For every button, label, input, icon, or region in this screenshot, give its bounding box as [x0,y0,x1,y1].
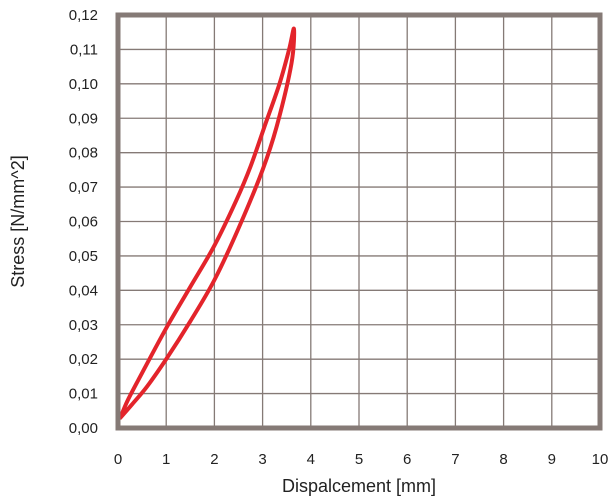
y-tick-label: 0,09 [69,110,98,127]
x-axis-ticks: 0 1 2 3 4 5 6 7 8 9 10 [114,451,609,468]
x-tick-label: 10 [592,451,609,468]
y-tick-label: 0,01 [69,386,98,403]
y-tick-label: 0,04 [69,282,98,299]
grid [117,14,601,429]
y-tick-label: 0,11 [70,41,98,58]
y-tick-label: 0,00 [69,420,98,437]
x-tick-label: 4 [307,451,315,468]
y-axis-label: Stress [N/mm^2] [8,155,28,287]
x-tick-label: 9 [548,451,556,468]
x-axis-label: Dispalcement [mm] [282,476,436,496]
series-layer [118,26,297,420]
y-tick-label: 0,03 [69,317,98,334]
y-tick-label: 0,12 [69,7,98,24]
y-tick-label: 0,02 [69,351,98,368]
y-tick-label: 0,05 [69,248,98,265]
x-tick-label: 3 [258,451,266,468]
y-axis-ticks: 0,00 0,01 0,02 0,03 0,04 0,05 0,06 0,07 0,08 0,09… [69,7,98,437]
x-tick-label: 0 [114,451,122,468]
x-tick-label: 8 [499,451,507,468]
series-line-0 [118,26,297,420]
y-tick-label: 0,10 [69,76,98,93]
y-tick-label: 0,08 [69,145,98,162]
y-tick-label: 0,07 [69,179,98,196]
y-tick-label: 0,06 [69,214,98,231]
x-tick-label: 7 [451,451,459,468]
x-tick-label: 5 [355,451,363,468]
x-tick-label: 2 [210,451,218,468]
x-tick-label: 6 [403,451,411,468]
plot-frame [115,12,603,431]
x-tick-label: 1 [162,451,170,468]
